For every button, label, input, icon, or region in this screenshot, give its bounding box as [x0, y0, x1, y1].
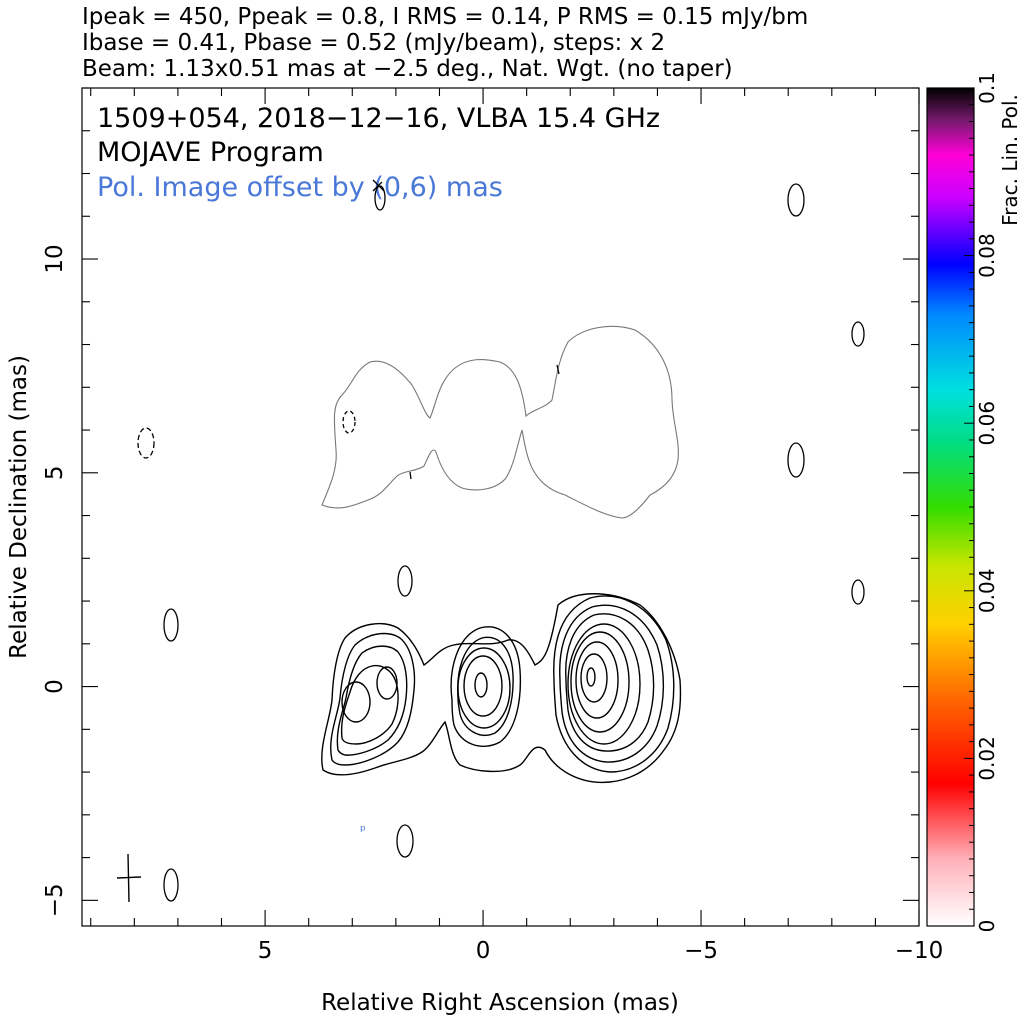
x-tick-labels: 5 0 −5 −10 [258, 938, 944, 964]
x-axis-label: Relative Right Ascension (mas) [321, 990, 679, 1016]
noise-contour [397, 565, 413, 597]
colorbar-tick-label: 0.06 [975, 401, 999, 446]
stokes-i-contour [586, 667, 596, 687]
y-tick-label: 5 [42, 465, 68, 480]
colorbar-tick-label: 0.04 [975, 569, 999, 614]
stokes-i-contour [474, 672, 488, 698]
y-tick-labels: −5 0 5 10 [42, 244, 68, 917]
noise-contour [787, 442, 805, 478]
stokes-i-contour [457, 647, 511, 729]
y-tick-label: 0 [42, 679, 68, 694]
noise-contour [787, 183, 805, 217]
header-line-1: Ipeak = 450, Ppeak = 0.8, I RMS = 0.14, … [82, 4, 808, 30]
stokes-i-contour [463, 655, 503, 717]
stokes-i-contour [336, 645, 408, 756]
stokes-i-contour [321, 593, 682, 784]
stokes-i-contour [580, 653, 608, 703]
beam-minor-axis [116, 876, 142, 879]
header-line-2: Ibase = 0.41, Pbase = 0.52 (mJy/beam), s… [82, 30, 665, 56]
colorbar-ticks [964, 87, 974, 927]
polarization-contour [321, 325, 679, 519]
colorbar-tick-label: 0.02 [975, 736, 999, 781]
noise-contour [163, 868, 179, 902]
x-tick-label: 5 [258, 938, 273, 964]
pol-vector-tick [409, 471, 412, 480]
colorbar-tick-label: 0 [975, 920, 999, 933]
y-tick-label: −5 [42, 883, 68, 917]
noise-contours [137, 183, 865, 902]
noise-contour [851, 321, 865, 347]
pol-vector-tick [556, 364, 560, 375]
beam-cross [116, 853, 142, 903]
source-annotation: 1509+054, 2018−12−16, VLBA 15.4 GHz [97, 103, 660, 134]
stokes-i-contour [340, 664, 399, 745]
x-tick-label: −5 [684, 938, 718, 964]
stokes-i-contour [450, 626, 522, 747]
colorbar-tick-labels: 0 0.02 0.04 0.06 0.08 0.1 [975, 72, 999, 932]
component-center-contours [450, 626, 522, 747]
pol-vector-tick [372, 179, 385, 192]
plot-frame [81, 87, 920, 927]
axis-ticks [82, 87, 920, 926]
stokes-i-contour [559, 604, 665, 763]
colorbar-label: Frac. Lin. Pol. [998, 94, 1022, 226]
colorbar-tick-label: 0.1 [975, 72, 999, 104]
colorbar [926, 87, 975, 927]
negative-noise-contour [342, 410, 356, 434]
stokes-i-contour [376, 666, 398, 700]
negative-noise-contour [137, 427, 155, 459]
component-right-contours [553, 595, 675, 773]
pol-offset-annotation: Pol. Image offset by (0,6) mas [97, 172, 503, 203]
stokes-i-contour [330, 632, 416, 766]
stokes-i-contour [570, 631, 630, 733]
stokes-i-contour [457, 636, 514, 736]
noise-contour [851, 579, 865, 605]
x-tick-label: 0 [476, 938, 491, 964]
component-left-contours [321, 593, 682, 784]
program-annotation: MOJAVE Program [97, 137, 324, 168]
header-line-3: Beam: 1.13x0.51 mas at −2.5 deg., Nat. W… [82, 56, 733, 82]
pol-vector-blue: ᵖ [360, 823, 366, 839]
y-axis-label: Relative Declination (mas) [6, 355, 32, 659]
stokes-i-contour [341, 681, 371, 723]
noise-contour [163, 608, 179, 642]
stokes-i-contour [565, 613, 655, 752]
stokes-i-contour [575, 641, 619, 719]
x-tick-label: −10 [895, 938, 944, 964]
stokes-i-contour [553, 595, 675, 773]
y-tick-label: 10 [42, 244, 68, 273]
noise-contour [374, 185, 386, 211]
stokes-i-contour [567, 623, 641, 745]
noise-contour [396, 824, 414, 858]
colorbar-tick-label: 0.08 [975, 233, 999, 278]
